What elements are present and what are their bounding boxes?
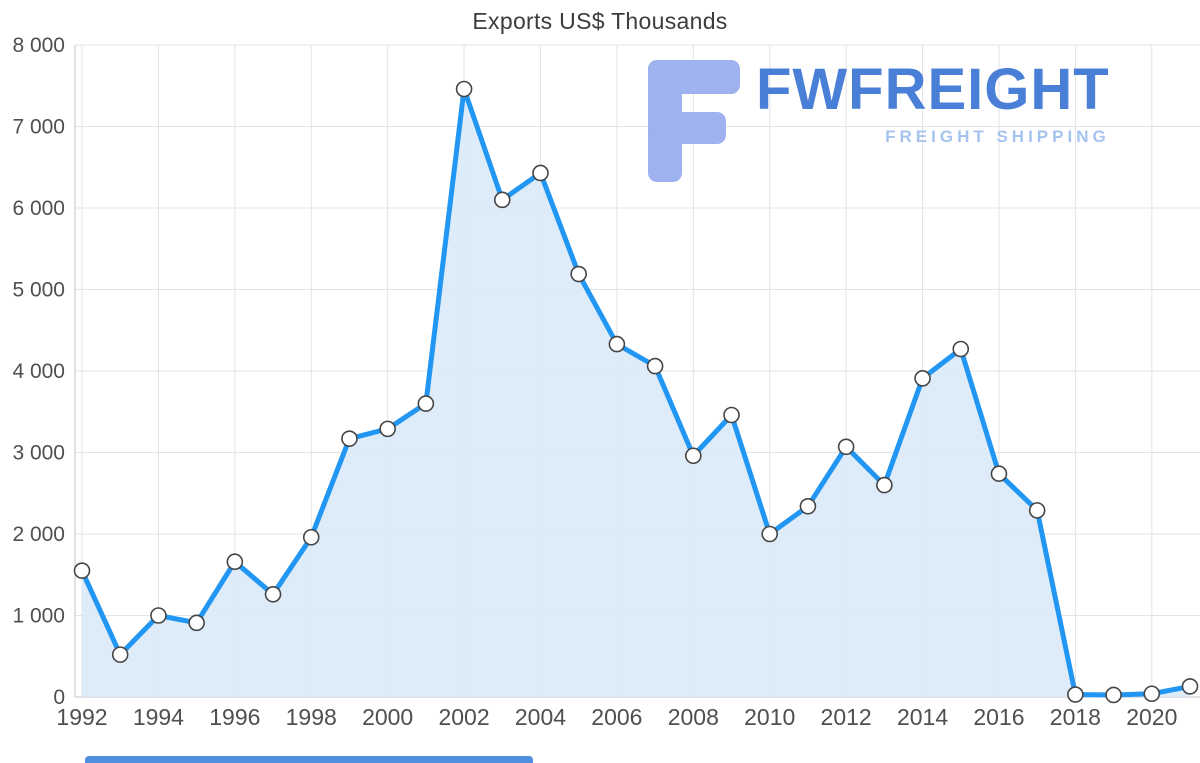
horizontal-scrollbar-thumb[interactable] [85,756,533,763]
svg-text:1996: 1996 [209,704,260,730]
data-point [952,340,970,358]
data-point [799,497,817,515]
data-point [761,525,779,543]
data-point [341,430,358,447]
chart-title: Exports US$ Thousands [472,8,728,34]
data-point [1067,686,1084,703]
data-point [111,646,129,663]
svg-text:2012: 2012 [821,704,872,730]
data-point [455,80,473,98]
data-point [685,447,702,465]
svg-text:0: 0 [53,686,65,709]
svg-text:2020: 2020 [1126,704,1177,730]
data-point-markers [73,80,1199,704]
data-point [379,420,396,438]
series-line [79,86,1193,698]
data-point [646,357,664,375]
data-point [570,265,587,283]
data-point [302,528,320,546]
svg-text:2008: 2008 [668,704,719,730]
svg-text:2014: 2014 [897,704,948,730]
svg-text:5 000: 5 000 [12,279,65,302]
y-axis-labels: 0 1 000 2 000 3 000 4 000 5 000 6 000 7 000 8 00… [12,34,65,709]
svg-text:6 000: 6 000 [12,197,65,220]
svg-text:2016: 2016 [973,704,1024,730]
data-point [188,614,205,632]
data-point [837,438,855,456]
data-point [723,406,740,424]
svg-text:2002: 2002 [438,704,489,730]
data-point [73,562,91,579]
svg-text:4 000: 4 000 [12,360,65,383]
data-point [150,607,167,624]
svg-text:1994: 1994 [133,704,184,730]
svg-text:2000: 2000 [362,704,413,730]
data-point [493,191,511,209]
svg-text:1992: 1992 [56,704,107,730]
svg-text:2018: 2018 [1050,704,1101,730]
area-fill [82,89,1190,697]
data-point [417,395,435,412]
data-point [226,553,244,571]
data-point [914,370,931,387]
data-point [608,335,626,353]
data-point [876,476,893,494]
svg-text:2006: 2006 [591,704,642,730]
svg-text:2 000: 2 000 [12,523,65,546]
svg-text:7 000: 7 000 [12,116,65,139]
x-axis-labels: 1992 1994 1996 1998 2000 2002 2004 2006 2008 2010… [56,704,1177,730]
svg-text:1 000: 1 000 [12,605,65,628]
data-point [1028,502,1046,519]
svg-text:2004: 2004 [515,704,566,730]
data-point [532,164,549,182]
data-point [1143,685,1161,703]
data-point [264,586,282,603]
svg-text:3 000: 3 000 [12,442,65,465]
data-point [990,465,1008,482]
svg-text:8 000: 8 000 [12,34,65,57]
svg-text:2010: 2010 [744,704,795,730]
data-point [1105,686,1122,704]
data-point [1181,678,1199,695]
svg-text:1998: 1998 [286,704,337,730]
